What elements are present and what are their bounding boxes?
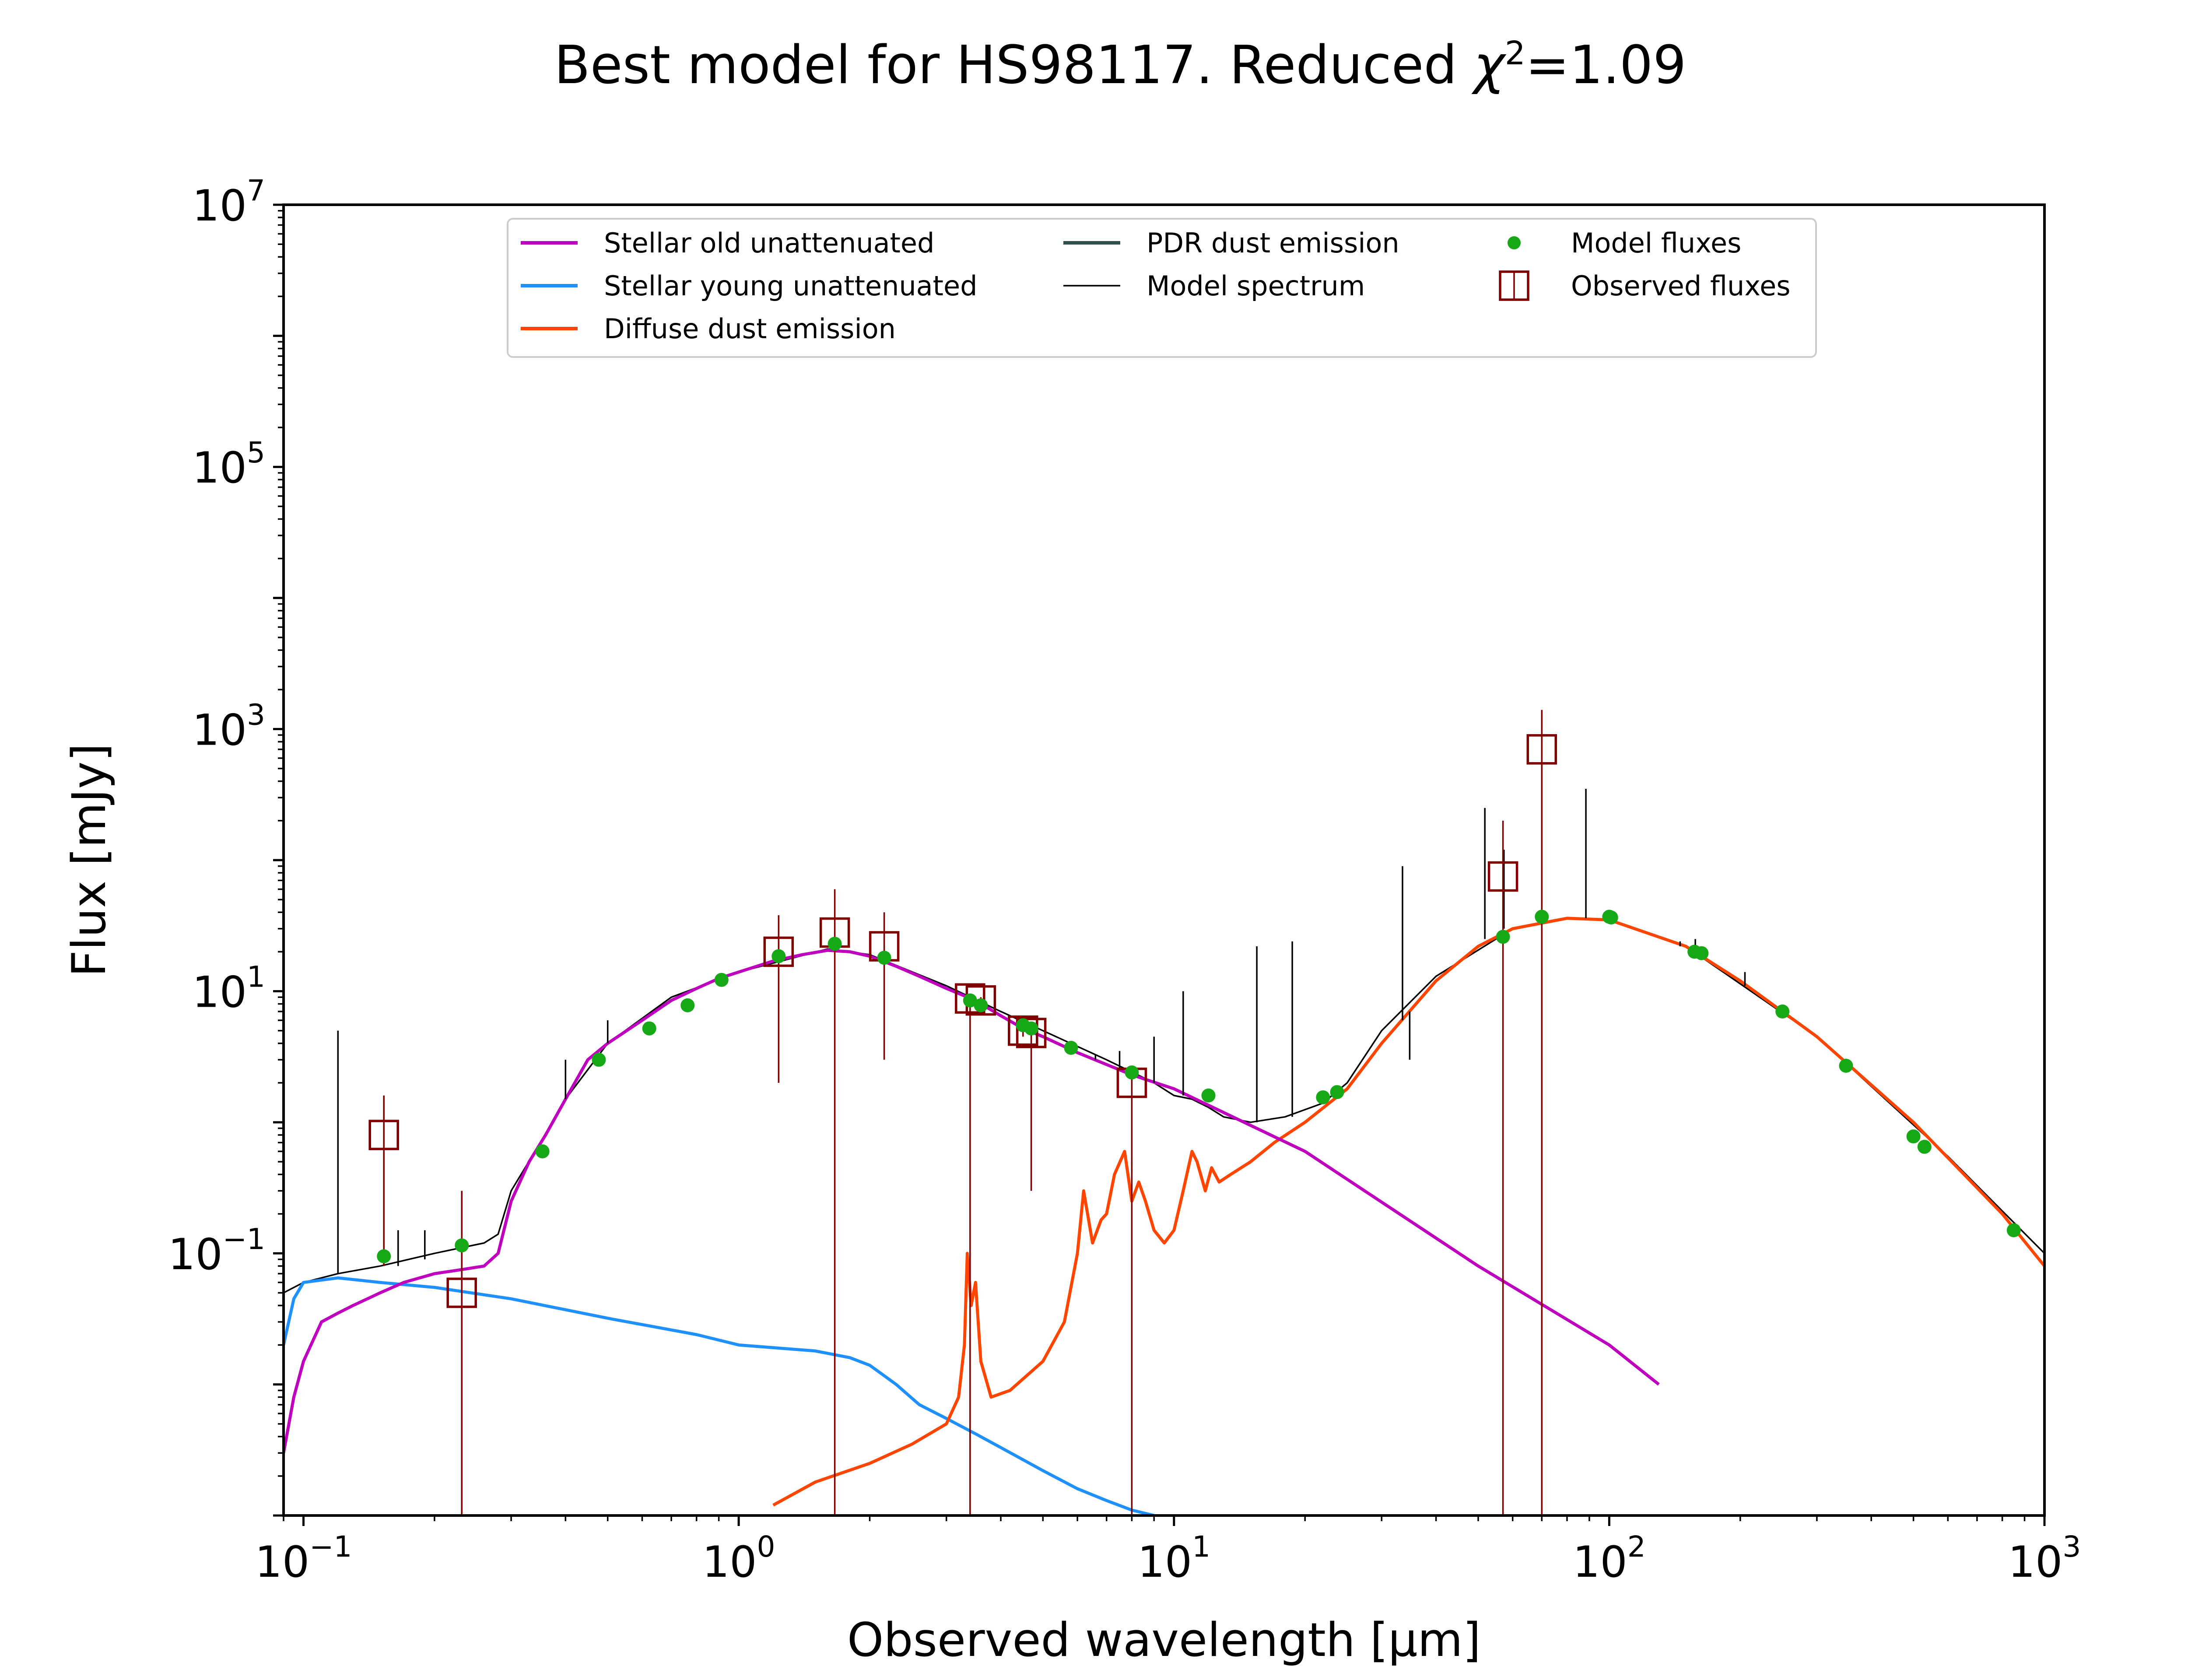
y-axis: 10−1 101 103 105 107 bbox=[168, 174, 284, 1517]
legend-box bbox=[507, 218, 1817, 358]
chart-title: Best model for HS98117. Reduced χ2=1.09 bbox=[554, 35, 1686, 96]
model-flux-point-28 bbox=[1917, 1140, 1932, 1154]
x-tick-label: 101 bbox=[1137, 1530, 1210, 1587]
model-flux-point-19 bbox=[1496, 930, 1510, 944]
model-flux-point-5 bbox=[680, 998, 695, 1012]
legend-label: Stellar old unattenuated bbox=[604, 227, 934, 259]
model-flux-point-6 bbox=[714, 973, 729, 987]
legend-item-stellar-old: Stellar old unattenuated bbox=[521, 227, 934, 259]
legend-item-diffuse-dust: Diffuse dust emission bbox=[521, 313, 896, 345]
model-flux-point-27 bbox=[1906, 1129, 1921, 1144]
model-flux-point-24 bbox=[1694, 946, 1709, 960]
model-flux-point-10 bbox=[963, 993, 977, 1008]
model-flux-point-7 bbox=[771, 949, 786, 963]
model-flux-point-3 bbox=[592, 1053, 606, 1067]
observed-flux-point-8 bbox=[1016, 1018, 1047, 1048]
x-axis: 10−1 100 101 102 103 bbox=[255, 1516, 2081, 1587]
model-flux-point-8 bbox=[828, 937, 842, 951]
observed-flux-point-11 bbox=[1526, 734, 1557, 765]
model-flux-point-14 bbox=[1064, 1041, 1078, 1055]
legend: Stellar old unattenuated Stellar young un… bbox=[507, 218, 1817, 358]
model-flux-point-17 bbox=[1316, 1090, 1330, 1105]
observed-flux-point-10 bbox=[1487, 861, 1518, 892]
y-axis-label: Flux [mJy] bbox=[62, 743, 116, 977]
model-flux-point-25 bbox=[1775, 1004, 1790, 1018]
x-tick-label: 100 bbox=[702, 1530, 775, 1587]
observed-flux-point-0 bbox=[368, 1120, 399, 1150]
legend-label: Diffuse dust emission bbox=[604, 313, 896, 345]
series-stellar-young bbox=[284, 1276, 1155, 1516]
model-flux-point-20 bbox=[1535, 910, 1549, 924]
x-tick-label: 102 bbox=[1573, 1530, 1646, 1587]
legend-swatch bbox=[1508, 236, 1521, 249]
model-flux-point-0 bbox=[377, 1249, 391, 1264]
markers-layer bbox=[368, 710, 2021, 1516]
legend-item-model-spectrum: Model spectrum bbox=[1063, 270, 1365, 302]
y-tick-label: 103 bbox=[192, 698, 265, 755]
model-flux-point-13 bbox=[1024, 1021, 1038, 1036]
y-tick-label: 105 bbox=[192, 436, 265, 493]
plot-area bbox=[284, 710, 2044, 1516]
model-flux-point-2 bbox=[535, 1144, 550, 1158]
legend-label: Stellar young unattenuated bbox=[604, 270, 977, 302]
y-tick-label: 107 bbox=[192, 174, 265, 231]
y-tick-label: 10−1 bbox=[168, 1222, 265, 1280]
model-flux-point-22 bbox=[1604, 910, 1618, 925]
model-flux-point-18 bbox=[1330, 1085, 1344, 1099]
model-flux-point-1 bbox=[455, 1238, 469, 1253]
model-flux-point-9 bbox=[877, 951, 891, 965]
legend-label: Model spectrum bbox=[1147, 270, 1365, 302]
model-flux-point-15 bbox=[1125, 1065, 1139, 1080]
series-stellar-old bbox=[284, 948, 1660, 1453]
series-layer bbox=[284, 789, 2044, 1516]
legend-item-observed-fluxes: Observed fluxes bbox=[1499, 270, 1791, 302]
legend-label: PDR dust emission bbox=[1147, 227, 1399, 259]
observed-flux-point-2 bbox=[763, 936, 794, 967]
observed-flux-point-1 bbox=[446, 1278, 477, 1308]
legend-label: Observed fluxes bbox=[1571, 270, 1791, 302]
legend-item-stellar-young: Stellar young unattenuated bbox=[521, 270, 977, 302]
x-axis-label: Observed wavelength [μm] bbox=[847, 1613, 1481, 1667]
x-tick-label: 103 bbox=[2008, 1530, 2081, 1587]
model-flux-point-11 bbox=[974, 998, 988, 1012]
y-tick-label: 101 bbox=[192, 960, 265, 1018]
model-flux-point-4 bbox=[642, 1021, 656, 1036]
legend-label: Model fluxes bbox=[1571, 227, 1741, 259]
model-flux-point-29 bbox=[2006, 1223, 2021, 1237]
x-tick-label: 10−1 bbox=[255, 1530, 352, 1587]
legend-item-pdr-dust: PDR dust emission bbox=[1063, 227, 1399, 259]
model-flux-point-26 bbox=[1839, 1059, 1853, 1073]
model-flux-point-16 bbox=[1201, 1088, 1216, 1102]
observed-flux-point-5 bbox=[955, 983, 985, 1014]
legend-item-model-fluxes: Model fluxes bbox=[1508, 227, 1741, 259]
